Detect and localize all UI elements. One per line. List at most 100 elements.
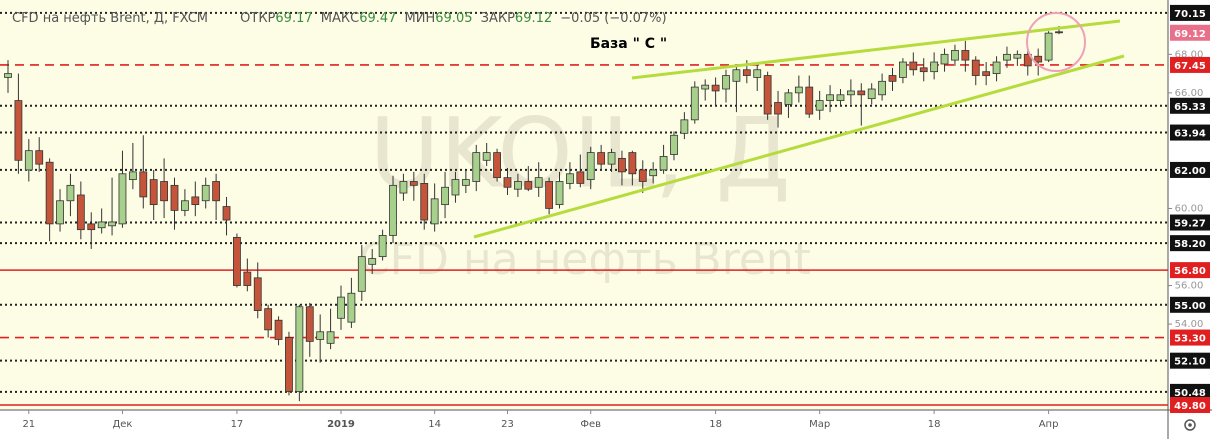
candle-body xyxy=(742,69,751,76)
x-tick-label: 18 xyxy=(709,419,722,430)
candle-body xyxy=(784,92,793,105)
candle-body xyxy=(97,221,106,229)
candle-body xyxy=(524,181,533,190)
trend-line-lower xyxy=(473,54,1125,239)
candle-body xyxy=(326,331,335,344)
candle-body xyxy=(794,86,803,94)
candle-body xyxy=(45,161,54,225)
candle-body xyxy=(649,169,658,177)
y-tick-label: 54.00 xyxy=(1175,319,1204,330)
candle-body xyxy=(461,179,470,186)
candle-body xyxy=(1055,31,1063,34)
level-label-box xyxy=(1170,4,1210,21)
candle-body xyxy=(826,94,834,101)
header: CFD на нефть Brent, Д, FXCM ОТКР69.17 МА… xyxy=(12,11,667,26)
last-price-label: 69.12 xyxy=(1174,29,1206,40)
candle-body xyxy=(597,152,606,165)
candle-body xyxy=(732,69,741,82)
candle-body xyxy=(264,308,273,331)
level-label-box xyxy=(1170,124,1210,141)
candle-body xyxy=(222,206,231,221)
candle-body xyxy=(722,75,730,90)
candle-body xyxy=(607,152,616,165)
candle-body xyxy=(4,73,12,78)
candle-body xyxy=(763,75,772,115)
highlight-circle xyxy=(1026,12,1086,72)
level-label-box xyxy=(1170,161,1210,178)
low-value: 69.05 xyxy=(435,11,472,26)
candle-body xyxy=(66,184,75,202)
level-label-box xyxy=(1170,396,1210,413)
candle-body xyxy=(295,306,304,392)
candle-body xyxy=(971,59,980,76)
candle-body xyxy=(836,94,845,101)
candle-body xyxy=(451,179,460,196)
candle-body xyxy=(909,61,918,71)
level-label-box xyxy=(1170,97,1210,114)
candle-body xyxy=(149,179,158,206)
x-tick-label: 18 xyxy=(928,419,941,430)
level-label: 53.30 xyxy=(1174,334,1206,345)
level-label-box xyxy=(1170,56,1210,73)
candle-body xyxy=(24,150,33,171)
level-label-box xyxy=(1170,262,1210,279)
candle-body xyxy=(191,196,200,206)
candle-body xyxy=(1023,53,1032,67)
candle-body xyxy=(940,53,949,65)
candle-body xyxy=(1003,53,1011,61)
candle-body xyxy=(482,152,491,161)
level-label: 56.80 xyxy=(1174,266,1206,277)
candle-body xyxy=(56,200,64,225)
watermark-symbol: UKOIL, Д xyxy=(369,97,790,209)
x-tick-label: 2019 xyxy=(327,419,355,430)
candle-body xyxy=(389,184,397,236)
open-label: ОТКР xyxy=(240,11,275,26)
candle-body xyxy=(274,319,283,340)
candle-body xyxy=(919,67,928,73)
candle-body xyxy=(170,184,179,211)
candle-body xyxy=(212,181,221,202)
last-price-box xyxy=(1170,24,1210,41)
x-tick-label: 23 xyxy=(501,419,514,430)
candle-body xyxy=(899,61,907,78)
candle-body xyxy=(576,171,585,184)
candle-body xyxy=(815,100,824,111)
level-label: 62.00 xyxy=(1174,166,1206,177)
level-label-box xyxy=(1170,235,1210,252)
level-label-box xyxy=(1170,296,1210,313)
x-tick-label: Апр xyxy=(1039,419,1059,430)
candle-body xyxy=(586,152,595,180)
candle-body xyxy=(1013,53,1022,59)
candle-body xyxy=(753,69,762,78)
candle-body xyxy=(253,277,262,311)
candle-body xyxy=(76,194,85,231)
candle-body xyxy=(305,306,314,342)
candle-body xyxy=(930,61,939,73)
level-label: 67.45 xyxy=(1174,61,1206,72)
gear[interactable] xyxy=(1184,419,1196,431)
levels xyxy=(0,11,1168,406)
candle-body xyxy=(87,223,96,231)
candle-body xyxy=(867,88,876,100)
candle-body xyxy=(347,292,356,323)
candle-body xyxy=(316,331,325,340)
candle-body xyxy=(128,171,137,180)
y-tick-label: 56.00 xyxy=(1175,281,1204,292)
candle-body xyxy=(441,186,449,206)
gear-center[interactable] xyxy=(1188,423,1192,427)
candle-body xyxy=(118,173,127,225)
candle-body xyxy=(35,150,44,165)
high-value: 69.47 xyxy=(359,11,396,26)
level-label: 59.27 xyxy=(1174,219,1206,230)
settings-icon[interactable] xyxy=(1184,419,1196,431)
candle-body xyxy=(961,50,970,61)
candle-body xyxy=(285,337,293,392)
close-label: ЗАКР xyxy=(481,11,515,26)
low-label: МИН xyxy=(405,11,436,26)
candle-body xyxy=(430,198,439,225)
candle-body xyxy=(878,80,886,96)
y-tick-label: 68.00 xyxy=(1175,49,1204,60)
candle-body xyxy=(201,184,210,202)
candle-body xyxy=(846,90,855,96)
